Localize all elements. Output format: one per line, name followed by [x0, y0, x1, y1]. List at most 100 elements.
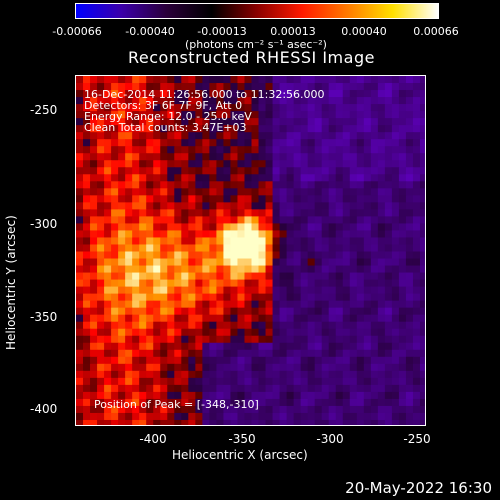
image-pixel: [412, 307, 421, 316]
image-pixel: [419, 377, 425, 386]
image-pixel: [265, 370, 274, 379]
image-pixel: [83, 244, 91, 252]
image-pixel: [314, 76, 323, 84]
image-pixel: [391, 202, 400, 210]
image-pixel: [132, 76, 140, 84]
image-pixel: [251, 146, 260, 154]
image-pixel: [195, 391, 203, 400]
image-pixel: [258, 111, 267, 119]
image-pixel: [216, 132, 224, 140]
image-pixel: [391, 160, 400, 168]
image-pixel: [153, 342, 161, 351]
image-pixel: [328, 223, 337, 231]
image-pixel: [398, 104, 407, 112]
image-pixel: [167, 76, 175, 84]
image-pixel: [349, 377, 358, 386]
image-pixel: [307, 125, 316, 133]
image-pixel: [104, 174, 112, 182]
image-pixel: [244, 237, 252, 245]
image-pixel: [272, 76, 281, 84]
image-pixel: [370, 251, 379, 260]
image-pixel: [202, 391, 210, 400]
image-pixel: [314, 97, 323, 105]
image-pixel: [244, 223, 252, 231]
image-pixel: [300, 244, 309, 252]
image-pixel: [342, 188, 351, 196]
image-pixel: [111, 132, 119, 140]
image-pixel: [300, 167, 309, 175]
image-pixel: [370, 111, 379, 119]
image-pixel: [251, 272, 260, 281]
image-pixel: [146, 419, 154, 425]
image-pixel: [356, 174, 365, 182]
image-pixel: [272, 251, 281, 260]
image-pixel: [405, 223, 414, 231]
image-pixel: [377, 342, 386, 351]
image-pixel: [391, 279, 400, 288]
image-pixel: [279, 405, 288, 414]
image-pixel: [412, 300, 421, 309]
image-pixel: [279, 146, 288, 154]
image-pixel: [195, 195, 203, 203]
image-pixel: [314, 335, 323, 344]
image-pixel: [300, 342, 309, 351]
image-pixel: [125, 160, 133, 168]
image-pixel: [370, 335, 379, 344]
image-pixel: [370, 300, 379, 309]
image-pixel: [97, 195, 105, 203]
image-pixel: [111, 104, 119, 112]
image-pixel: [223, 349, 231, 358]
image-pixel: [265, 419, 274, 425]
image-pixel: [90, 272, 98, 281]
image-pixel: [237, 300, 245, 309]
image-pixel: [342, 300, 351, 309]
image-pixel: [153, 153, 161, 161]
image-pixel: [405, 230, 414, 238]
image-pixel: [321, 132, 330, 140]
image-pixel: [181, 139, 189, 147]
image-pixel: [328, 251, 337, 260]
image-pixel: [237, 391, 245, 400]
image-pixel: [314, 328, 323, 337]
image-pixel: [90, 83, 98, 91]
image-pixel: [307, 279, 316, 288]
image-pixel: [328, 237, 337, 245]
image-pixel: [412, 195, 421, 203]
image-pixel: [111, 118, 119, 126]
image-pixel: [90, 202, 98, 210]
image-pixel: [405, 132, 414, 140]
image-pixel: [279, 335, 288, 344]
image-pixel: [363, 111, 372, 119]
image-pixel: [300, 118, 309, 126]
image-pixel: [139, 307, 147, 316]
image-pixel: [223, 132, 231, 140]
image-pixel: [349, 139, 358, 147]
image-pixel: [272, 90, 281, 98]
image-pixel: [132, 83, 140, 91]
image-pixel: [412, 167, 421, 175]
image-pixel: [244, 244, 252, 252]
image-pixel: [412, 139, 421, 147]
image-pixel: [279, 300, 288, 309]
image-pixel: [286, 342, 295, 351]
image-pixel: [398, 237, 407, 245]
image-pixel: [223, 111, 231, 119]
image-pixel: [97, 146, 105, 154]
image-pixel: [146, 370, 154, 379]
image-pixel: [216, 167, 224, 175]
image-pixel: [216, 391, 224, 400]
image-pixel: [349, 384, 358, 393]
image-pixel: [209, 321, 217, 330]
image-pixel: [279, 293, 288, 302]
image-pixel: [342, 384, 351, 393]
image-pixel: [279, 90, 288, 98]
image-pixel: [286, 202, 295, 210]
image-pixel: [118, 258, 126, 267]
image-pixel: [342, 104, 351, 112]
image-pixel: [188, 279, 196, 288]
image-pixel: [272, 265, 281, 274]
image-pixel: [342, 181, 351, 189]
image-pixel: [265, 377, 274, 386]
image-pixel: [174, 223, 182, 231]
image-pixel: [405, 237, 414, 245]
